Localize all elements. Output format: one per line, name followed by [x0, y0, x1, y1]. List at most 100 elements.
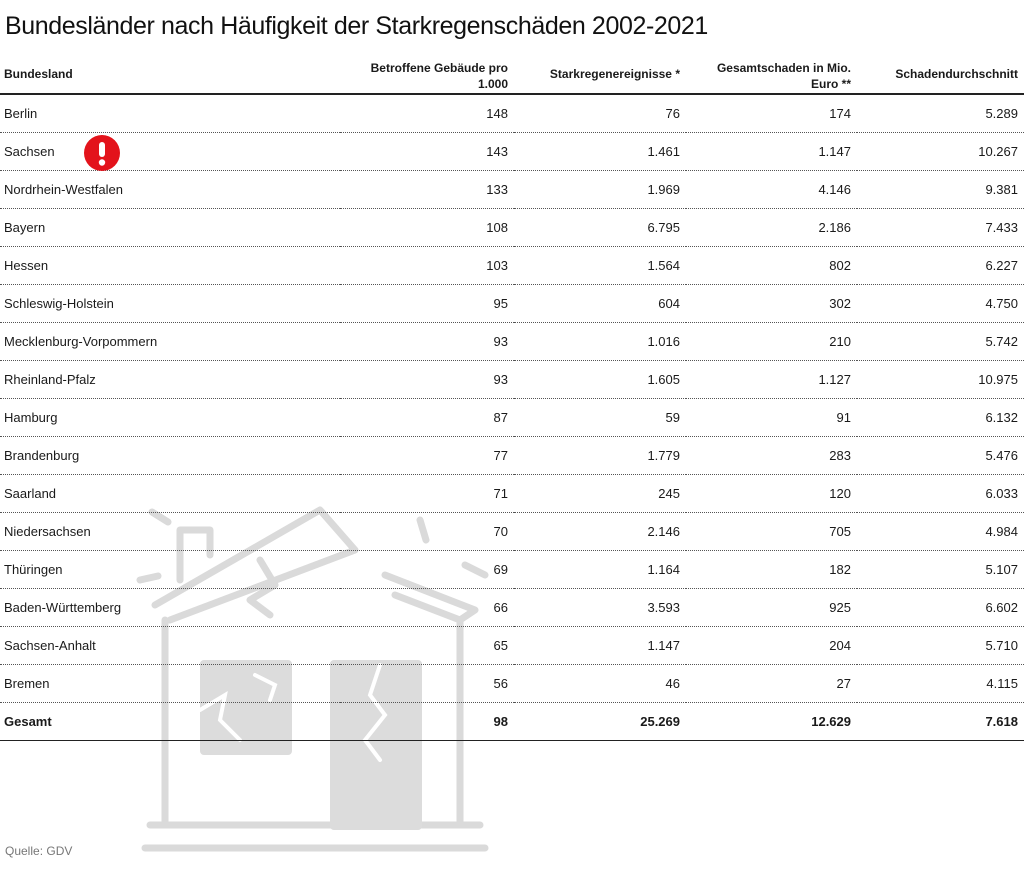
cell-value: 27: [686, 664, 857, 703]
cell-value: 103: [340, 246, 514, 285]
cell-state: Berlin: [0, 94, 340, 133]
table-row: Saarland 71 245 120 6.033: [0, 474, 1024, 513]
value-text: 148: [486, 105, 508, 121]
table-row: Sachsen 143 1.461 1.147 10.267: [0, 132, 1024, 171]
cell-state: Bayern: [0, 208, 340, 247]
cell-value: 1.147: [514, 626, 686, 665]
cell-value: 3.593: [514, 588, 686, 627]
value-text: 27: [836, 675, 851, 691]
value-text: 7.433: [985, 219, 1018, 235]
value-text: 1.461: [647, 143, 680, 159]
cell-value: 5.289: [857, 94, 1024, 133]
cell-value: 705: [686, 512, 857, 551]
value-text: 143: [486, 143, 508, 159]
cell-value: 245: [514, 474, 686, 513]
table-row: Berlin 148 76 174 5.289: [0, 94, 1024, 133]
value-text: 210: [829, 333, 851, 349]
cell-value: 1.779: [514, 436, 686, 475]
state-name: Schleswig-Holstein: [4, 295, 114, 311]
value-text: 4.984: [985, 523, 1018, 539]
value-text: 705: [829, 523, 851, 539]
table-row: Hamburg 87 59 91 6.132: [0, 398, 1024, 437]
state-name: Niedersachsen: [4, 523, 91, 539]
value-text: 245: [658, 485, 680, 501]
value-text: 2.146: [647, 523, 680, 539]
cell-value: 25.269: [514, 702, 686, 741]
state-name: Rheinland-Pfalz: [4, 371, 96, 387]
value-text: 6.033: [985, 485, 1018, 501]
value-text: 93: [493, 371, 508, 387]
state-name: Saarland: [4, 485, 57, 501]
cell-value: 4.115: [857, 664, 1024, 703]
cell-value: 182: [686, 550, 857, 589]
cell-value: 71: [340, 474, 514, 513]
cell-value: 4.750: [857, 284, 1024, 323]
cell-value: 9.381: [857, 170, 1024, 209]
value-text: 1.779: [647, 447, 680, 463]
cell-value: 77: [340, 436, 514, 475]
table-row: Baden-Württemberg 66 3.593 925 6.602: [0, 588, 1024, 627]
state-name: Hamburg: [4, 409, 58, 425]
cell-state: Niedersachsen: [0, 512, 340, 551]
table-row: Rheinland-Pfalz 93 1.605 1.127 10.975: [0, 360, 1024, 399]
state-name: Sachsen: [4, 143, 55, 159]
value-text: 604: [658, 295, 680, 311]
value-text: 3.593: [647, 599, 680, 615]
cell-value: 148: [340, 94, 514, 133]
cell-value: 604: [514, 284, 686, 323]
state-name: Bremen: [4, 675, 50, 691]
cell-value: 302: [686, 284, 857, 323]
cell-value: 1.127: [686, 360, 857, 399]
value-text: 1.164: [647, 561, 680, 577]
cell-value: 56: [340, 664, 514, 703]
value-text: 76: [665, 105, 680, 121]
value-text: 6.795: [647, 219, 680, 235]
cell-value: 4.984: [857, 512, 1024, 551]
cell-state: Gesamt: [0, 702, 340, 741]
value-text: 1.147: [647, 637, 680, 653]
value-text: 1.016: [647, 333, 680, 349]
cell-value: 93: [340, 322, 514, 361]
column-header: Bundesland: [0, 52, 340, 95]
cell-value: 91: [686, 398, 857, 437]
value-text: 174: [829, 105, 851, 121]
cell-value: 10.267: [857, 132, 1024, 171]
value-text: 5.710: [985, 637, 1018, 653]
value-text: 108: [486, 219, 508, 235]
value-text: 120: [829, 485, 851, 501]
value-text: 103: [486, 257, 508, 273]
value-text: 7.618: [985, 713, 1018, 729]
state-name: Brandenburg: [4, 447, 80, 463]
cell-value: 204: [686, 626, 857, 665]
cell-value: 98: [340, 702, 514, 741]
column-header: Starkregenereignisse *: [514, 52, 686, 95]
cell-state: Brandenburg: [0, 436, 340, 475]
cell-value: 5.742: [857, 322, 1024, 361]
value-text: 66: [493, 599, 508, 615]
value-text: 5.107: [985, 561, 1018, 577]
cell-value: 210: [686, 322, 857, 361]
state-name: Thüringen: [4, 561, 63, 577]
cell-value: 87: [340, 398, 514, 437]
cell-value: 5.710: [857, 626, 1024, 665]
state-name: Gesamt: [4, 713, 52, 729]
state-name: Mecklenburg-Vorpommern: [4, 333, 158, 349]
column-header: Betroffene Gebäude pro 1.000: [340, 52, 514, 95]
cell-state: Schleswig-Holstein: [0, 284, 340, 323]
value-text: 1.127: [818, 371, 851, 387]
value-text: 77: [493, 447, 508, 463]
cell-value: 925: [686, 588, 857, 627]
state-name: Berlin: [4, 105, 38, 121]
cell-value: 802: [686, 246, 857, 285]
cell-value: 12.629: [686, 702, 857, 741]
table-row: Hessen 103 1.564 802 6.227: [0, 246, 1024, 285]
value-text: 5.742: [985, 333, 1018, 349]
table-row: Nordrhein-Westfalen 133 1.969 4.146 9.381: [0, 170, 1024, 209]
value-text: 6.132: [985, 409, 1018, 425]
value-text: 4.750: [985, 295, 1018, 311]
table-row: Thüringen 69 1.164 182 5.107: [0, 550, 1024, 589]
cell-value: 4.146: [686, 170, 857, 209]
exclamation-circle-icon: [84, 134, 120, 171]
cell-value: 7.433: [857, 208, 1024, 247]
cell-value: 1.461: [514, 132, 686, 171]
